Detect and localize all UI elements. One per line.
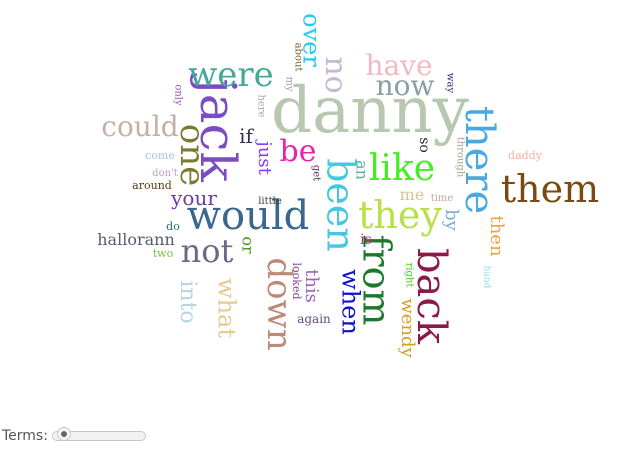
cloud-word[interactable]: only: [173, 84, 184, 106]
cloud-word[interactable]: time: [431, 193, 454, 204]
word-cloud: dannyjackwouldthemtheybacktherefromlikeb…: [97, 13, 599, 358]
cloud-word[interactable]: get: [311, 165, 322, 181]
cloud-word[interactable]: from: [355, 234, 399, 325]
cloud-word[interactable]: me: [400, 185, 425, 204]
cloud-word[interactable]: what: [213, 278, 241, 338]
cloud-word[interactable]: them: [501, 167, 599, 211]
cloud-word[interactable]: be: [280, 134, 317, 169]
cloud-word[interactable]: around: [132, 179, 172, 192]
cloud-word[interactable]: danny: [271, 74, 469, 148]
cloud-word[interactable]: were: [188, 55, 274, 95]
cloud-word[interactable]: have: [365, 49, 432, 82]
cloud-word[interactable]: or: [239, 236, 258, 254]
cloud-word[interactable]: through: [455, 137, 466, 178]
cloud-word[interactable]: they: [358, 193, 442, 237]
cloud-word[interactable]: jack: [189, 73, 247, 182]
cloud-word[interactable]: no: [318, 56, 353, 93]
cloud-word[interactable]: now: [376, 69, 435, 102]
cloud-word[interactable]: right: [404, 263, 415, 288]
cloud-word[interactable]: then: [486, 215, 507, 256]
cloud-word[interactable]: over: [298, 13, 326, 67]
terms-label: Terms:: [2, 428, 48, 444]
cloud-word[interactable]: don't: [152, 168, 178, 179]
cloud-word[interactable]: wendy: [397, 298, 418, 358]
terms-control: Terms:: [2, 426, 146, 446]
cloud-word[interactable]: looked: [290, 263, 303, 300]
cloud-word[interactable]: back: [408, 248, 454, 345]
cloud-word[interactable]: little: [258, 196, 282, 207]
cloud-word[interactable]: two: [153, 247, 174, 260]
cloud-word[interactable]: so: [416, 137, 432, 153]
cloud-word[interactable]: into: [175, 280, 200, 323]
cloud-word[interactable]: again: [297, 312, 331, 326]
cloud-word[interactable]: about: [293, 43, 304, 72]
cloud-word[interactable]: your: [170, 186, 217, 210]
cloud-word[interactable]: down: [259, 257, 299, 350]
cloud-word[interactable]: not: [181, 232, 234, 270]
cloud-word[interactable]: an: [353, 160, 372, 180]
cloud-word[interactable]: hand: [482, 266, 492, 289]
cloud-word[interactable]: hallorann: [97, 230, 175, 249]
cloud-word[interactable]: there: [456, 106, 502, 214]
terms-slider[interactable]: [51, 427, 146, 441]
cloud-word[interactable]: way: [445, 73, 456, 94]
cloud-word[interactable]: this: [301, 269, 322, 303]
terms-slider-handle[interactable]: [56, 427, 71, 441]
cloud-word[interactable]: do: [166, 220, 180, 233]
cloud-word[interactable]: would: [187, 193, 309, 239]
cloud-word[interactable]: been: [319, 158, 363, 252]
cloud-word[interactable]: my: [284, 76, 295, 91]
cloud-word[interactable]: is: [360, 232, 372, 248]
cloud-word[interactable]: like: [369, 148, 435, 189]
cloud-word[interactable]: one: [172, 124, 212, 187]
cloud-word[interactable]: come: [145, 149, 175, 162]
cloud-word[interactable]: just: [254, 139, 275, 175]
cloud-word[interactable]: here: [256, 94, 267, 117]
cloud-word[interactable]: by: [441, 209, 462, 232]
cloud-word[interactable]: when: [337, 269, 365, 335]
cloud-word[interactable]: daddy: [508, 149, 543, 162]
cloud-word[interactable]: if: [239, 124, 254, 148]
cloud-word[interactable]: could: [101, 110, 179, 143]
